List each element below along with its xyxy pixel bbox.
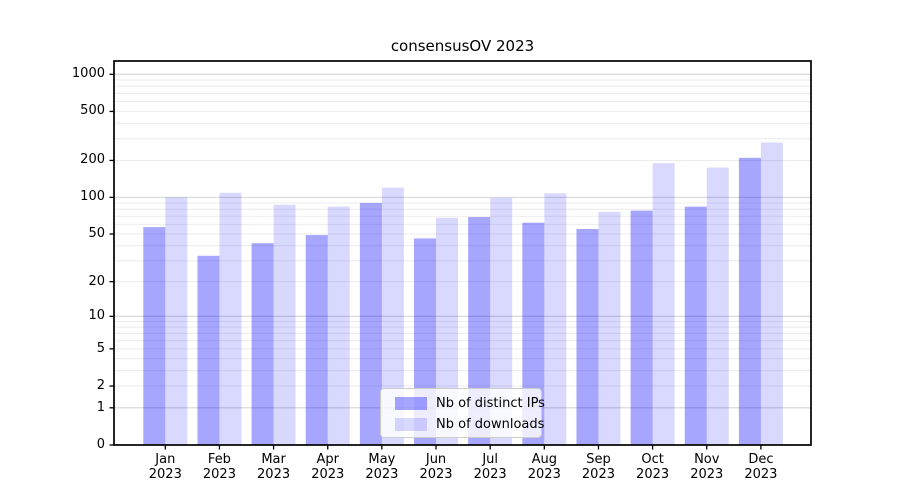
x-tick-label: Sep 2023 — [581, 452, 615, 482]
plot-background — [114, 61, 811, 445]
y-tick-label: 500 — [80, 103, 105, 119]
bar-downloads-apr — [327, 206, 350, 445]
bar-distinct-ips-may — [359, 202, 382, 445]
bar-distinct-ips-mar — [251, 243, 274, 445]
bar-distinct-ips-dec — [738, 157, 761, 445]
x-tick-label: Apr 2023 — [311, 452, 345, 482]
bar-downloads-dec — [760, 142, 783, 445]
bar-downloads-feb — [219, 192, 242, 445]
bar-downloads-nov — [706, 167, 729, 446]
x-tick-label: Nov 2023 — [690, 452, 724, 482]
bar-distinct-ips-sep — [576, 229, 599, 445]
bar-distinct-ips-oct — [630, 210, 653, 445]
bar-distinct-ips-nov — [684, 206, 707, 445]
bar-distinct-ips-jan — [143, 227, 166, 445]
x-tick-label: Aug 2023 — [527, 452, 561, 482]
y-tick-label: 5 — [96, 340, 105, 356]
legend-label-downloads: Nb of downloads — [436, 417, 545, 432]
y-tick-label: 50 — [88, 226, 105, 242]
y-tick-label: 200 — [80, 152, 105, 168]
legend-swatch-distinct-ips — [395, 397, 427, 410]
x-tick-label: Jun 2023 — [419, 452, 453, 482]
y-tick-label: 0 — [96, 437, 105, 452]
y-tick-label: 20 — [88, 273, 105, 289]
legend: Nb of distinct IPs Nb of downloads — [380, 388, 545, 438]
bar-downloads-jul — [490, 197, 513, 445]
y-tick-label: 2 — [96, 378, 105, 394]
bar-downloads-mar — [273, 204, 296, 445]
x-tick-label: Jul 2023 — [473, 452, 507, 482]
y-tick-label: 1000 — [71, 66, 105, 82]
y-tick-label: 10 — [88, 308, 105, 324]
legend-swatch-downloads — [395, 418, 427, 431]
bar-downloads-aug — [544, 193, 567, 445]
bar-downloads-oct — [652, 163, 675, 445]
x-tick-label: Dec 2023 — [744, 452, 778, 482]
x-tick-label: May 2023 — [365, 452, 399, 482]
bar-distinct-ips-apr — [305, 235, 328, 445]
bar-distinct-ips-feb — [197, 255, 220, 445]
plot-frame — [113, 60, 812, 446]
bar-downloads-may — [381, 187, 404, 445]
legend-entry-distinct-ips: Nb of distinct IPs — [395, 393, 545, 414]
x-tick-label: Oct 2023 — [636, 452, 670, 482]
bar-downloads-sep — [598, 211, 621, 445]
x-tick-label: Mar 2023 — [257, 452, 291, 482]
legend-entry-downloads: Nb of downloads — [395, 414, 545, 435]
y-tick-label: 1 — [96, 399, 105, 415]
legend-label-distinct-ips: Nb of distinct IPs — [436, 396, 545, 411]
y-tick-label: 100 — [80, 189, 105, 205]
bar-downloads-jan — [165, 197, 188, 445]
chart-title: consensusOV 2023 — [390, 37, 535, 55]
x-tick-label: Feb 2023 — [202, 452, 236, 482]
x-tick-label: Jan 2023 — [148, 452, 182, 482]
